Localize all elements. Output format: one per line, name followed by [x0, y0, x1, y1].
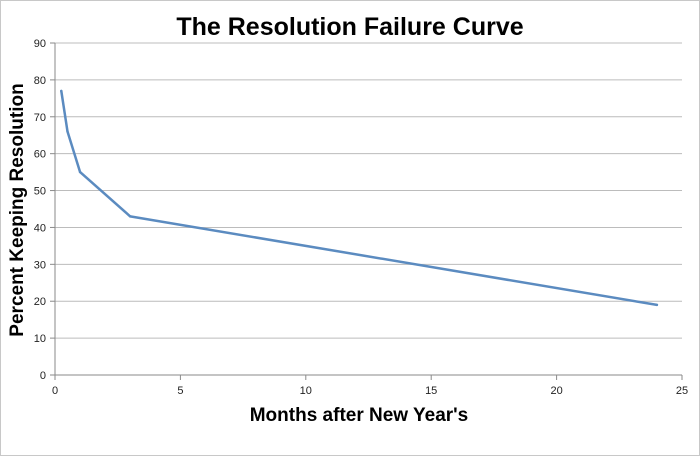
y-tick-label-60: 60: [34, 149, 46, 161]
y-tick-label-40: 40: [34, 222, 46, 234]
x-axis-title: Months after New Year's: [250, 405, 469, 426]
x-tick-label-15: 15: [425, 385, 437, 397]
x-tick-labels: 0 5 10 15 20 25: [52, 385, 688, 397]
y-axis-title: Percent Keeping Resolution: [7, 83, 28, 336]
y-tick-labels: 0 10 20 30 40 50 60 70 80 90: [34, 38, 46, 382]
series-group: [60, 89, 659, 307]
data-point-0-3: [129, 215, 132, 218]
data-point-0-1: [66, 130, 69, 133]
y-tick-label-10: 10: [34, 333, 46, 345]
y-tick-label-0: 0: [40, 370, 46, 382]
x-tick-label-0: 0: [52, 385, 58, 397]
y-tick-label-20: 20: [34, 296, 46, 308]
axes: [50, 42, 683, 380]
data-point-0-4: [655, 303, 659, 307]
x-tick-label-5: 5: [177, 385, 183, 397]
chart-title: The Resolution Failure Curve: [176, 13, 523, 41]
x-tick-label-10: 10: [300, 385, 312, 397]
data-point-0-2: [78, 170, 82, 174]
gridlines: [55, 42, 682, 339]
x-tick-label-25: 25: [676, 385, 688, 397]
y-tick-label-50: 50: [34, 186, 46, 198]
series-line-0: [60, 89, 659, 307]
y-tick-label-90: 90: [34, 38, 46, 50]
data-point-0-0: [60, 89, 63, 93]
x-tick-label-20: 20: [550, 385, 562, 397]
y-tick-label-70: 70: [34, 112, 46, 124]
y-tick-label-80: 80: [34, 75, 46, 87]
y-tick-label-30: 30: [34, 259, 46, 271]
